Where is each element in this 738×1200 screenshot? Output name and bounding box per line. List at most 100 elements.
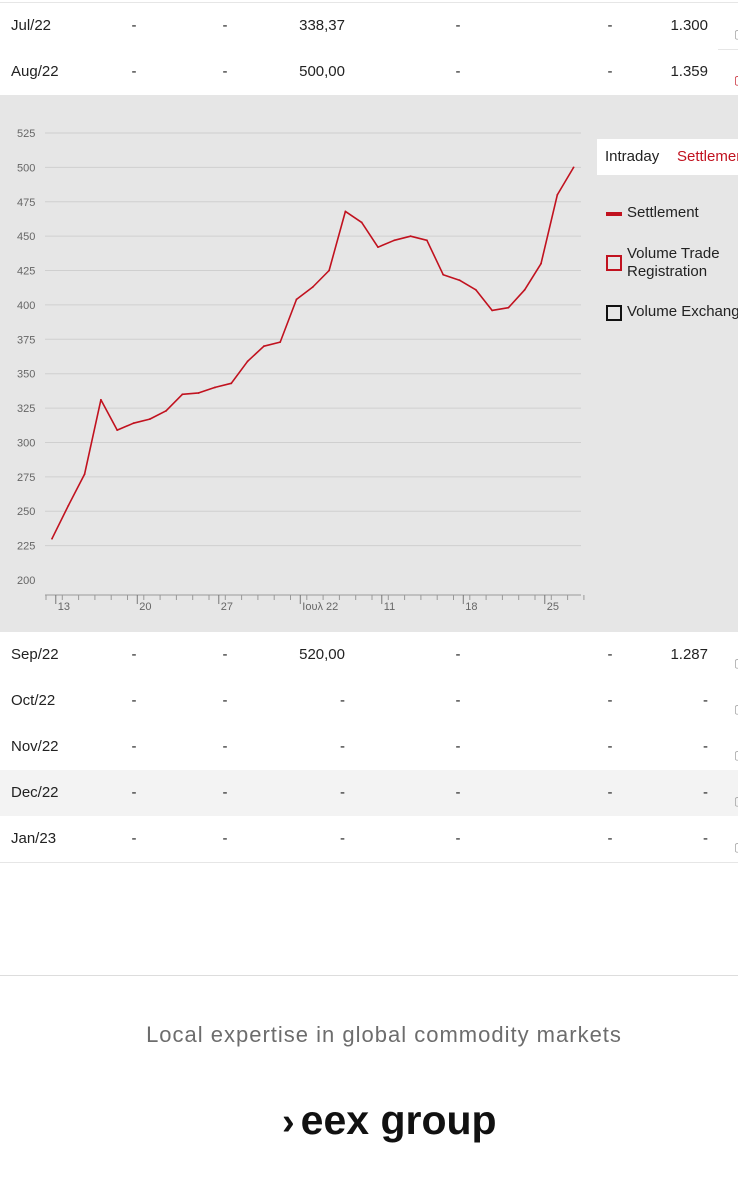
settlement-value: 500,00	[299, 63, 345, 80]
cell: -	[222, 17, 228, 34]
cell: -	[222, 784, 228, 801]
line-legend-icon	[606, 212, 622, 216]
chart-panel: 200 225 250 275 300 325 350 375 400 425 450 475 500 5…	[0, 95, 738, 632]
y-tick-label: 300	[17, 437, 35, 449]
cell: -	[455, 784, 461, 801]
y-tick-label: 275	[17, 472, 35, 484]
y-tick-label: 425	[17, 266, 35, 278]
data-point	[328, 269, 330, 272]
y-tick-label: 375	[17, 334, 35, 346]
data-point	[116, 429, 119, 431]
data-point	[442, 273, 445, 276]
x-tick-label: 20	[139, 601, 151, 613]
table-row[interactable]: Jul/22 - - 338,37 - - 1.300 ▢	[0, 2, 738, 50]
data-point	[181, 393, 184, 396]
y-tick-label: 200	[17, 575, 35, 587]
cell: -	[455, 738, 461, 755]
data-point	[344, 210, 347, 213]
volume-value: -	[703, 692, 708, 709]
legend-label: Settlement	[627, 204, 699, 221]
data-point	[458, 279, 461, 282]
volume-value: -	[703, 738, 708, 755]
table-row[interactable]: Jan/23------▢	[0, 816, 738, 863]
cell: -	[455, 646, 461, 663]
square-legend-icon	[606, 255, 622, 271]
cell: -	[607, 17, 613, 34]
data-point	[132, 422, 135, 425]
row-month: Sep/22	[11, 646, 59, 663]
data-point	[523, 288, 526, 291]
x-tick-label: 18	[465, 601, 477, 613]
footer-divider	[0, 975, 738, 976]
x-tick-label: 27	[221, 601, 233, 613]
cell: -	[607, 738, 613, 755]
y-tick-label: 450	[17, 231, 35, 243]
tab-intraday[interactable]: Intraday	[605, 148, 660, 165]
table-row[interactable]: Sep/22--520,00--1.287▢	[0, 632, 738, 679]
legend-label: Volume Exchange	[627, 303, 738, 320]
cell: -	[607, 646, 613, 663]
cell: -	[222, 646, 228, 663]
cell: -	[131, 63, 137, 80]
data-point	[409, 235, 412, 238]
legend-label: Volume Trade	[627, 245, 720, 262]
cell: -	[607, 63, 613, 80]
data-point	[540, 262, 542, 265]
volume-value: -	[703, 784, 708, 801]
x-tick-label: 25	[547, 601, 559, 613]
settlement-chart: 200 225 250 275 300 325 350 375 400 425 450 475 500 5…	[17, 128, 585, 613]
data-point	[83, 473, 86, 475]
table-row[interactable]: Aug/22 - - 500,00 - - 1.359	[0, 49, 718, 96]
chart-toggle-icon[interactable]: ▢	[734, 640, 738, 686]
cell: -	[131, 17, 137, 34]
data-point	[360, 221, 363, 224]
cell: -	[222, 830, 228, 847]
cell: -	[131, 784, 137, 801]
data-point	[100, 398, 102, 401]
cell: -	[222, 738, 228, 755]
row-month: Nov/22	[11, 738, 59, 755]
table-row[interactable]: Nov/22------▢	[0, 724, 738, 771]
cell: -	[607, 830, 613, 847]
x-tick-label: 11	[384, 601, 395, 613]
data-point	[426, 239, 428, 242]
cell: -	[131, 692, 137, 709]
chart-toggle-icon[interactable]: ▢	[734, 732, 738, 778]
row-month: Jul/22	[11, 17, 52, 34]
settlement-value: -	[340, 692, 345, 709]
volume-value: 1.359	[670, 63, 708, 80]
y-tick-label: 475	[17, 197, 35, 209]
chart-toggle-icon[interactable]: ▢	[734, 824, 738, 870]
chart-tabs: Intraday Settlement	[597, 139, 738, 175]
volume-value: 1.287	[670, 646, 708, 663]
cell: -	[131, 646, 137, 663]
x-tick-label: 13	[58, 601, 70, 613]
chart-toggle-icon[interactable]: ▢	[734, 686, 738, 732]
cell: -	[455, 692, 461, 709]
settlement-value: 520,00	[299, 646, 345, 663]
data-point	[214, 386, 216, 389]
cell: -	[222, 63, 228, 80]
data-point	[279, 341, 282, 343]
y-tick-label: 325	[17, 403, 35, 415]
chart-toggle-icon[interactable]: ▢	[734, 778, 738, 824]
square-legend-icon	[606, 305, 622, 321]
cell: -	[222, 692, 228, 709]
eex-group-logo[interactable]: › eex group	[282, 1097, 497, 1144]
data-point	[507, 306, 510, 309]
data-point	[377, 246, 379, 249]
tab-settlement[interactable]: Settlement	[677, 148, 738, 165]
y-tick-label: 225	[17, 541, 35, 553]
y-tick-label: 400	[17, 300, 35, 312]
y-tick-label: 250	[17, 506, 35, 518]
x-tick-label: Ιουλ 22	[302, 601, 338, 613]
settlement-value: -	[340, 738, 345, 755]
chart-toggle-icon[interactable]: ▢	[734, 11, 738, 57]
data-point	[295, 298, 298, 301]
table-row[interactable]: Dec/22------▢	[0, 770, 738, 817]
data-point	[556, 193, 559, 196]
cell: -	[455, 17, 461, 34]
chart-toggle-icon[interactable]: ▢	[734, 57, 738, 103]
table-row[interactable]: Oct/22------▢	[0, 678, 738, 725]
footer-tagline: Local expertise in global commodity mark…	[146, 1022, 622, 1047]
